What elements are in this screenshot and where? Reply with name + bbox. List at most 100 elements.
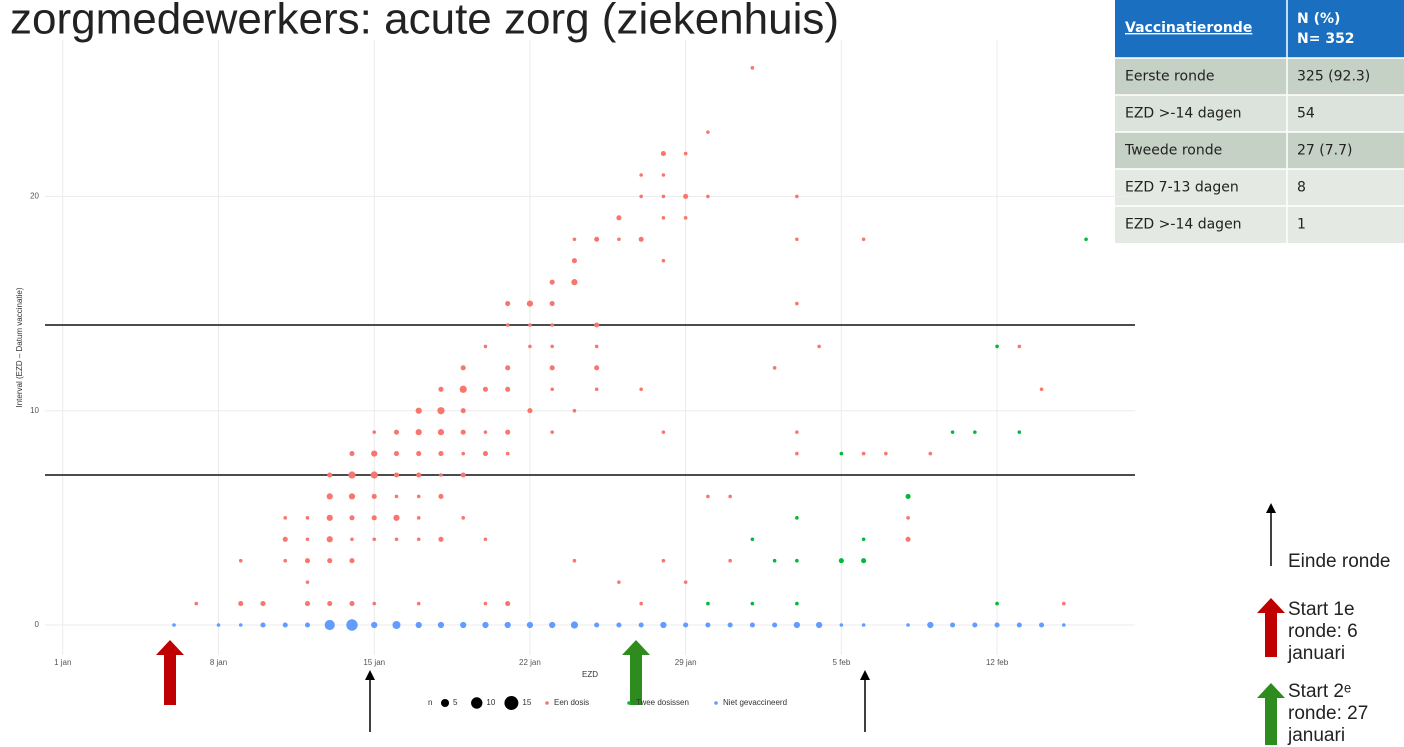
point (305, 580, 310, 584)
point (505, 429, 511, 435)
point (661, 258, 666, 263)
point (572, 408, 577, 413)
point (594, 622, 600, 628)
point (482, 621, 489, 629)
point (326, 514, 333, 521)
point (371, 450, 378, 457)
point (460, 621, 467, 629)
slide-title: zorgmedewerkers: acute zorg (ziekenhuis) (10, 0, 839, 44)
point (639, 387, 643, 392)
point (683, 151, 688, 156)
point (906, 516, 910, 520)
x-tick-label: 12 feb (986, 658, 1009, 667)
point (550, 387, 554, 392)
point (528, 323, 532, 327)
point (392, 620, 401, 630)
point (505, 451, 510, 456)
point (260, 622, 266, 628)
table-cell: EZD 7-13 dagen (1125, 180, 1239, 196)
point (504, 621, 511, 629)
point (460, 408, 466, 414)
point (550, 344, 554, 349)
point (349, 558, 355, 564)
point (617, 580, 621, 584)
point (437, 407, 445, 415)
point (194, 601, 199, 606)
point (482, 386, 488, 392)
point (327, 558, 333, 564)
point (482, 451, 488, 457)
point (838, 558, 844, 564)
point (1039, 387, 1044, 392)
point (861, 537, 866, 542)
point (372, 601, 377, 606)
point (350, 537, 354, 542)
point (905, 493, 911, 499)
point (370, 471, 378, 479)
point (795, 237, 799, 242)
point (415, 429, 422, 436)
point (683, 580, 688, 584)
point (505, 386, 511, 392)
point (393, 472, 400, 478)
point (326, 493, 333, 500)
point (727, 622, 733, 628)
point (750, 537, 755, 542)
y-tick-label: 20 (30, 192, 39, 201)
point (346, 619, 358, 631)
point (950, 622, 956, 628)
point (305, 537, 310, 542)
point (660, 621, 667, 629)
point (594, 236, 600, 242)
table-cell: 325 (92.3) (1297, 69, 1370, 85)
point (461, 451, 466, 456)
size-legend-dot (504, 696, 519, 710)
point (661, 216, 666, 220)
point (995, 601, 999, 606)
y-tick-label: 0 (35, 620, 40, 629)
point (416, 601, 421, 606)
legend-end-arrow-head (1266, 503, 1276, 513)
point (505, 601, 511, 607)
point (817, 344, 821, 349)
point (415, 407, 422, 414)
point (528, 344, 532, 349)
point (728, 494, 732, 499)
table-row-bg (1115, 132, 1404, 169)
point (527, 408, 533, 414)
point (639, 173, 643, 177)
point (305, 516, 310, 520)
annotation: januari (1287, 725, 1345, 746)
point (594, 365, 600, 371)
point (570, 621, 579, 629)
x-tick-label: 29 jan (675, 658, 697, 667)
size-legend-label: 5 (453, 698, 458, 707)
point (749, 622, 755, 628)
point (394, 537, 399, 542)
point (416, 516, 421, 520)
point (638, 236, 644, 242)
point (660, 151, 666, 157)
point (460, 429, 466, 435)
point (438, 536, 444, 542)
point (1039, 622, 1045, 628)
point (616, 622, 622, 628)
size-legend-label: 15 (522, 698, 531, 707)
table-row-bg (1115, 206, 1404, 243)
table-cell: 54 (1297, 106, 1315, 122)
point (795, 601, 799, 606)
x-tick-label: 5 feb (832, 658, 850, 667)
point (795, 301, 799, 306)
point (795, 451, 799, 456)
point (283, 558, 288, 563)
table-header: Vaccinatieronde (1125, 20, 1252, 36)
point (283, 516, 288, 520)
table-cell: EZD >-14 dagen (1125, 106, 1242, 122)
annotation: Start 1e (1288, 599, 1355, 620)
point (772, 366, 777, 370)
legend-dot (545, 701, 549, 705)
legend-start1-arrow (1257, 598, 1285, 657)
table-row-bg (1115, 169, 1404, 206)
x-tick-label: 22 jan (519, 658, 541, 667)
point (416, 537, 421, 542)
